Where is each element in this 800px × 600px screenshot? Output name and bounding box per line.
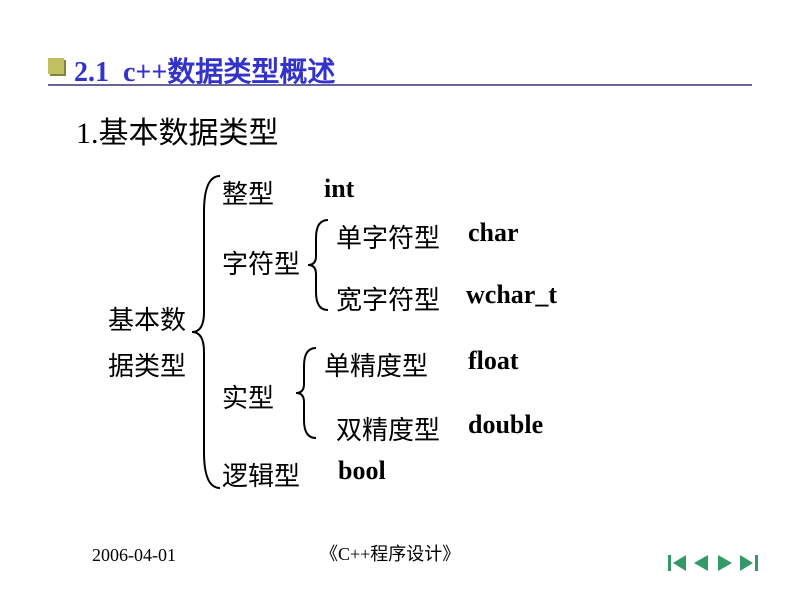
nav-prev-icon[interactable] [690,552,712,574]
branch-bool-label: 逻辑型 [222,456,300,493]
brace-real [294,344,316,442]
leaf-single-char-keyword: char [468,218,519,248]
tree-root-line1: 基本数 [108,308,186,334]
leaf-double-keyword: double [468,410,543,440]
nav-buttons [666,552,760,574]
branch-real-label: 实型 [222,378,274,415]
footer-book: 《C++程序设计》 [320,540,460,566]
leaf-wide-char-label: 宽字符型 [336,280,440,317]
header-bullet-icon [48,58,66,76]
slide-subheading: 1.基本数据类型 [76,108,279,152]
nav-last-icon[interactable] [738,552,760,574]
branch-int-label: 整型 [222,174,274,211]
leaf-float-label: 单精度型 [324,346,428,383]
nav-next-icon[interactable] [714,552,736,574]
leaf-wide-char-keyword: wchar_t [466,280,557,310]
leaf-double-label: 双精度型 [336,410,440,447]
header-underline [48,84,752,86]
footer-date: 2006-04-01 [92,545,176,566]
tree-root-line2: 据类型 [108,354,186,380]
branch-char-label: 字符型 [222,244,300,281]
nav-first-icon[interactable] [666,552,688,574]
brace-root [190,172,220,492]
branch-int-keyword: int [324,174,354,204]
branch-bool-keyword: bool [338,456,386,486]
leaf-single-char-label: 单字符型 [336,218,440,255]
leaf-float-keyword: float [468,346,519,376]
brace-char [306,216,328,314]
